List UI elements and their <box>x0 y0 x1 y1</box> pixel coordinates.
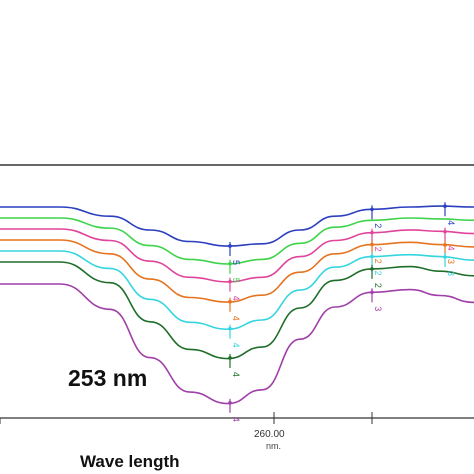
series-5-mark-label-2: 2 <box>373 271 383 276</box>
series-3-mark-dot-3 <box>443 229 447 234</box>
series-3-mark-label-3: 4 <box>446 246 456 251</box>
series-7-mark-label-2: 3 <box>373 306 383 311</box>
x-tick-label-260: 260.00 <box>254 429 285 440</box>
series-7-mark-dot-2 <box>370 290 374 295</box>
series-group <box>0 205 474 405</box>
series-2-mark-dot-1 <box>228 261 232 266</box>
series-6-mark-label-1: 4 <box>231 372 241 377</box>
series-4-mark-dot-3 <box>443 243 447 247</box>
series-1-mark-label-1: 5 <box>231 260 241 265</box>
plot-frame <box>0 164 474 424</box>
series-5-mark-label-3: 3 <box>446 271 456 276</box>
series-line-2 <box>0 217 474 265</box>
marks-group: 5 2 4 5 4 2 4 4 2 3 4 2 3 4 2 4 3 <box>228 202 456 422</box>
series-line-7 <box>0 283 474 405</box>
series-5-mark-label-1: 4 <box>231 343 241 348</box>
x-axis-title: Wave length <box>80 452 180 471</box>
series-7-mark-label-1: 4 <box>231 417 241 422</box>
series-4-mark-dot-2 <box>370 242 374 247</box>
series-3-mark-label-2: 2 <box>373 247 383 252</box>
series-5-mark-dot-1 <box>228 326 232 331</box>
series-6-mark-dot-1 <box>228 356 232 360</box>
series-1-mark-dot-3 <box>443 204 447 209</box>
series-4-mark-label-1: 4 <box>231 316 241 321</box>
series-5-mark-dot-3 <box>443 255 447 259</box>
series-1-mark-dot-1 <box>228 244 232 248</box>
series-3-mark-dot-2 <box>370 230 374 235</box>
series-1-mark-label-3: 4 <box>446 220 456 225</box>
series-1-mark-label-2: 2 <box>373 223 383 228</box>
wavelength-annotation: 253 nm <box>68 365 148 391</box>
series-7-mark-dot-1 <box>228 400 232 405</box>
x-unit-label: nm. <box>266 441 281 451</box>
series-line-4 <box>0 239 474 303</box>
series-4-mark-dot-1 <box>228 299 232 304</box>
series-line-5 <box>0 250 474 331</box>
series-line-6 <box>0 261 474 360</box>
series-3-mark-dot-1 <box>228 279 232 284</box>
series-4-mark-label-2: 2 <box>373 259 383 264</box>
series-4-mark-label-3: 3 <box>446 259 456 264</box>
series-6-mark-dot-2 <box>370 267 374 271</box>
series-2-mark-label-1: 5 <box>231 278 241 283</box>
series-line-1 <box>0 205 474 247</box>
series-line-3 <box>0 228 474 283</box>
series-3-mark-label-1: 4 <box>231 296 241 301</box>
series-6-mark-label-2: 2 <box>373 283 383 288</box>
series-1-mark-dot-2 <box>370 207 374 212</box>
series-5-mark-dot-2 <box>370 254 374 259</box>
